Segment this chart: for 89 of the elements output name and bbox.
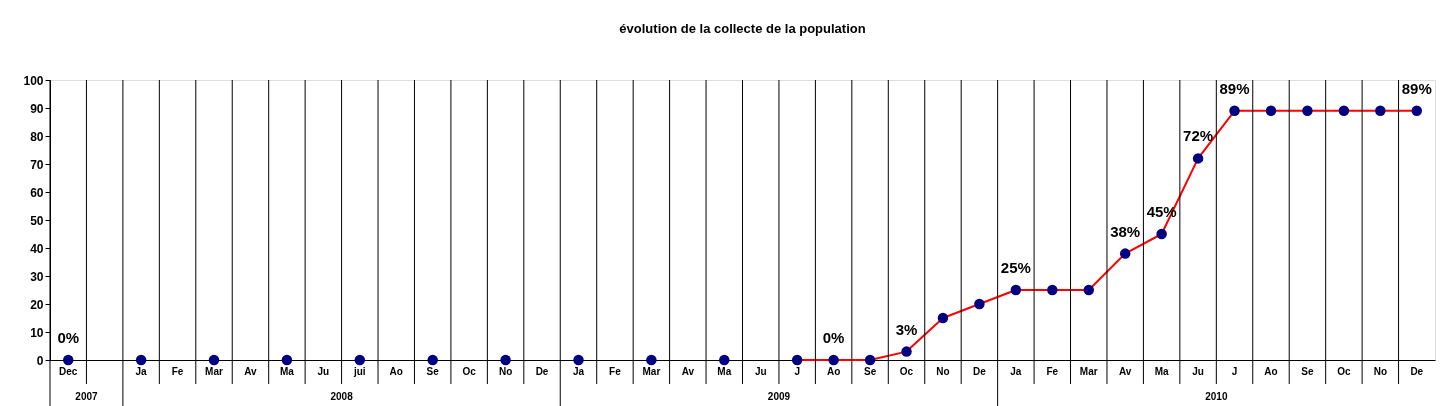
x-tick-label: No xyxy=(1373,365,1387,377)
y-tick-label: 60 xyxy=(30,185,44,200)
point xyxy=(828,354,839,366)
x-tick-label: Fe xyxy=(1046,365,1059,377)
y-tick-label: 0 xyxy=(36,353,44,368)
x-tick-label: Ju xyxy=(1192,365,1204,377)
x-tick-label: Ao xyxy=(389,365,403,377)
data-label: 38% xyxy=(1110,222,1141,240)
x-tick-label: Mar xyxy=(205,365,224,377)
point xyxy=(1338,105,1350,117)
y-tick-label: 20 xyxy=(30,297,44,312)
point xyxy=(1083,284,1094,296)
chart-title: évolution de la collecte de la population xyxy=(619,21,866,36)
point xyxy=(62,354,74,366)
point xyxy=(1265,105,1277,117)
x-tick-label: Ju xyxy=(317,365,330,377)
point xyxy=(646,354,657,366)
x-tick-label: De xyxy=(535,365,549,377)
x-tick-label: De xyxy=(973,365,987,377)
data-label: 89% xyxy=(1401,79,1432,97)
x-tick-label: Fe xyxy=(171,365,184,377)
data-label: 25% xyxy=(1000,259,1031,276)
text: 2007 xyxy=(75,391,99,402)
x-tick-label: jui xyxy=(352,365,366,377)
y-tick-label: 80 xyxy=(30,129,44,144)
y-tick-label: 70 xyxy=(30,157,44,172)
x-tick-label: Dec xyxy=(59,365,78,377)
y-tick-label: 40 xyxy=(30,241,44,256)
x-tick-label: Av xyxy=(244,365,258,377)
point xyxy=(1192,153,1204,164)
x-tick-label: No xyxy=(498,365,513,377)
x-tick-label: Ju xyxy=(754,365,767,377)
x-tick-label: Oc xyxy=(1337,365,1351,377)
x-tick-label: Se xyxy=(863,365,877,377)
data-label: 89% xyxy=(1219,79,1250,97)
point xyxy=(1375,105,1386,117)
x-tick-label: Fe xyxy=(609,365,622,377)
x-tick-label: Ao xyxy=(1264,365,1278,377)
y-tick-label: 50 xyxy=(30,213,44,228)
point xyxy=(208,354,220,366)
point xyxy=(1156,228,1167,240)
y-tick-label: 30 xyxy=(30,269,44,284)
x-tick-label: De xyxy=(1410,365,1424,377)
y-tick-label: 100 xyxy=(23,73,44,88)
x-tick-label: Se xyxy=(426,365,440,377)
data-label: 0% xyxy=(57,329,80,346)
x-tick-label: Mar xyxy=(642,365,661,377)
x-tick-label: Av xyxy=(681,365,695,377)
x-tick-label: Se xyxy=(1301,365,1314,377)
x-tick-label: Ja xyxy=(135,365,148,377)
point xyxy=(135,354,147,366)
point xyxy=(281,354,293,366)
point xyxy=(427,354,438,366)
x-tick-label: J xyxy=(1231,365,1238,377)
data-label: 0% xyxy=(822,329,845,346)
x-tick-label: Ma xyxy=(279,365,295,377)
point xyxy=(1119,248,1131,259)
point xyxy=(1411,105,1423,117)
point xyxy=(864,354,876,366)
point xyxy=(974,298,985,310)
y-tick-label: 10 xyxy=(30,325,44,340)
point xyxy=(500,354,511,366)
point xyxy=(1047,284,1058,296)
text: 2008 xyxy=(330,391,354,402)
x-tick-label: Oc xyxy=(462,365,477,377)
point xyxy=(573,354,584,366)
x-tick-label: Ma xyxy=(717,365,732,377)
x-tick-label: Av xyxy=(1118,365,1132,377)
x-tick-label: Oc xyxy=(899,365,914,377)
data-label: 72% xyxy=(1183,127,1214,145)
point xyxy=(719,354,730,366)
point xyxy=(901,346,912,357)
point xyxy=(1229,105,1240,117)
x-tick-label: No xyxy=(936,365,950,377)
text: 2010 xyxy=(1205,391,1228,402)
point xyxy=(1010,284,1022,296)
x-tick-label: Ja xyxy=(572,365,585,377)
x-tick-label: Ja xyxy=(1010,365,1022,377)
data-label: 3% xyxy=(895,320,918,338)
point xyxy=(354,354,366,366)
point xyxy=(937,312,949,324)
point xyxy=(1302,105,1313,117)
x-tick-label: J xyxy=(794,365,800,377)
x-tick-label: Ao xyxy=(826,365,841,377)
y-tick-label: 90 xyxy=(30,101,44,116)
text: 2009 xyxy=(767,391,791,402)
x-tick-label: Ma xyxy=(1154,365,1170,377)
x-tick-label: Mar xyxy=(1079,365,1098,377)
point xyxy=(791,354,803,366)
